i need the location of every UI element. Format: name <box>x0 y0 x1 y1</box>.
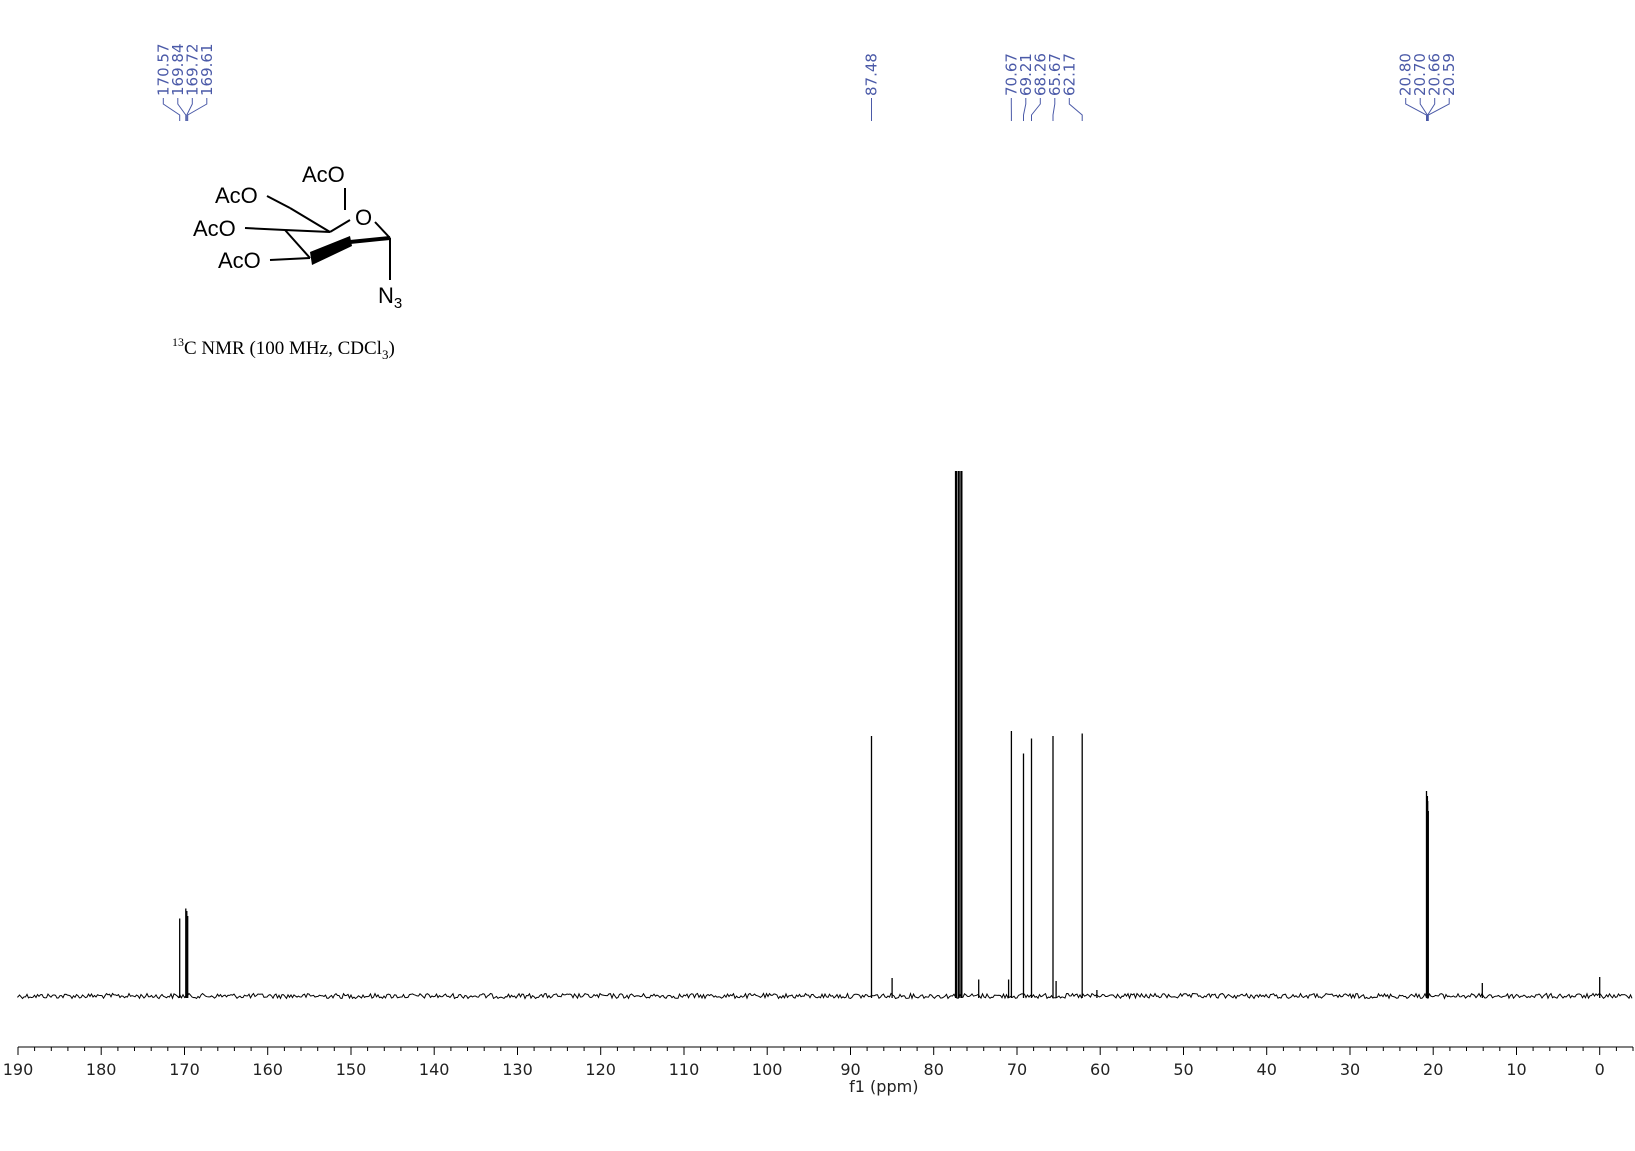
peak-label-connector <box>1068 98 1083 121</box>
structure-group-aco-4: AcO <box>215 183 258 208</box>
peak-label-connector <box>1031 98 1041 121</box>
peak-label: 20.66 <box>1426 53 1444 96</box>
peak-label-connector <box>162 98 181 121</box>
chemical-structure: AcO AcO AcO AcO O N3 <box>193 162 402 312</box>
peak-label: 20.70 <box>1411 53 1429 96</box>
bond-c2-c1 <box>349 236 391 244</box>
x-tick-layer: 190 180 170 160 150 140 130 120 110 100 90 80 70 60 50… <box>3 1047 1634 1079</box>
peak-label-connector <box>1427 98 1436 121</box>
x-tick-label: 130 <box>502 1060 533 1079</box>
bond-o2-c3 <box>269 257 311 261</box>
bond-o5-c1 <box>374 221 391 239</box>
peak-label-connector <box>187 98 208 121</box>
x-tick-label: 70 <box>1007 1060 1027 1079</box>
x-tick-label: 120 <box>585 1060 616 1079</box>
structure-azide-label: N3 <box>378 283 402 312</box>
peak-label: 169.84 <box>169 44 187 97</box>
bond-c6-c5 <box>289 207 331 233</box>
x-tick-label: 50 <box>1173 1060 1193 1079</box>
x-tick-label: 170 <box>169 1060 200 1079</box>
x-tick-label: 60 <box>1090 1060 1110 1079</box>
bond-o4-c6 <box>266 195 291 209</box>
x-tick-label: 20 <box>1423 1060 1443 1079</box>
x-axis-title: f1 (ppm) <box>849 1077 918 1096</box>
bond-c4-c3 <box>284 229 311 259</box>
peak-label-connector <box>1405 98 1427 121</box>
peak-label-connector <box>1023 98 1027 121</box>
x-tick-label: 40 <box>1257 1060 1277 1079</box>
peak-label: 169.72 <box>183 44 201 97</box>
peak-label: 20.59 <box>1440 53 1458 96</box>
bond-c5-o5 <box>329 219 351 233</box>
peak-label: 169.61 <box>198 44 216 97</box>
x-tick-label: 0 <box>1595 1060 1605 1079</box>
structure-ring-oxygen: O <box>355 205 372 230</box>
bond-o3-c4 <box>244 227 286 231</box>
bond-c4-c5 <box>284 229 331 233</box>
bond-c3-c2-wedge <box>310 236 352 265</box>
peak-label-connector <box>1052 98 1056 121</box>
peak-label: 69.21 <box>1017 53 1035 96</box>
x-tick-label: 90 <box>840 1060 860 1079</box>
x-tick-label: 30 <box>1340 1060 1360 1079</box>
peak-label: 65.67 <box>1046 53 1064 96</box>
peak-label: 170.57 <box>154 44 172 97</box>
x-tick-label: 10 <box>1506 1060 1526 1079</box>
x-tick-label: 160 <box>252 1060 283 1079</box>
peak-label-connector <box>177 98 187 121</box>
structure-bonds <box>244 188 391 280</box>
x-tick-label: 150 <box>336 1060 367 1079</box>
structure-group-aco-6: AcO <box>302 162 345 187</box>
peak-label: 87.48 <box>863 53 881 96</box>
structure-group-aco-2: AcO <box>218 248 261 273</box>
peak-label-connector <box>186 98 193 121</box>
spectrum-baseline <box>17 991 1633 1000</box>
peak-label: 68.26 <box>1031 53 1049 96</box>
x-tick-label: 110 <box>669 1060 700 1079</box>
spectrum-layer <box>17 471 1633 1000</box>
x-tick-label: 190 <box>3 1060 34 1079</box>
peak-label-connector <box>1427 98 1450 121</box>
peak-label: 20.80 <box>1397 53 1415 96</box>
peak-label: 62.17 <box>1060 53 1078 96</box>
peak-label: 70.67 <box>1002 53 1020 96</box>
spectrum-caption: 13C NMR (100 MHz, CDCl3) <box>172 335 395 362</box>
x-tick-label: 180 <box>86 1060 117 1079</box>
peak-label-connector-layer <box>162 98 1450 121</box>
structure-group-aco-3: AcO <box>193 216 236 241</box>
x-tick-label: 140 <box>419 1060 450 1079</box>
x-tick-label: 100 <box>752 1060 783 1079</box>
x-tick-label: 80 <box>924 1060 944 1079</box>
